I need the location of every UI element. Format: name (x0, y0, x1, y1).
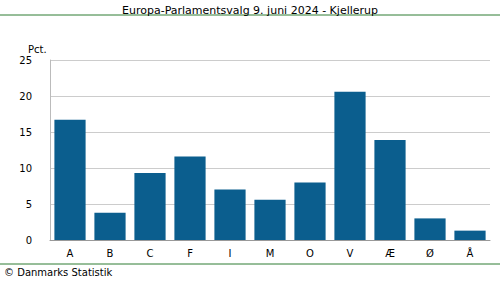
svg-text:15: 15 (19, 127, 32, 138)
svg-text:C: C (147, 248, 154, 259)
svg-text:Ø: Ø (426, 248, 434, 259)
svg-text:5: 5 (26, 199, 32, 210)
svg-text:F: F (187, 248, 193, 259)
svg-text:B: B (107, 248, 114, 259)
svg-text:M: M (266, 248, 275, 259)
svg-text:© Danmarks Statistik: © Danmarks Statistik (4, 267, 113, 278)
svg-text:I: I (229, 248, 232, 259)
svg-text:10: 10 (19, 163, 32, 174)
svg-text:O: O (306, 248, 314, 259)
svg-text:20: 20 (19, 91, 32, 102)
svg-text:V: V (347, 248, 354, 259)
svg-text:Pct.: Pct. (28, 44, 47, 55)
svg-text:Æ: Æ (385, 248, 395, 259)
svg-text:Europa-Parlamentsvalg 9. juni: Europa-Parlamentsvalg 9. juni 2024 - Kje… (122, 4, 378, 17)
svg-text:25: 25 (19, 55, 32, 66)
svg-text:0: 0 (26, 235, 32, 246)
svg-text:A: A (67, 248, 74, 259)
svg-text:Å: Å (467, 247, 474, 259)
